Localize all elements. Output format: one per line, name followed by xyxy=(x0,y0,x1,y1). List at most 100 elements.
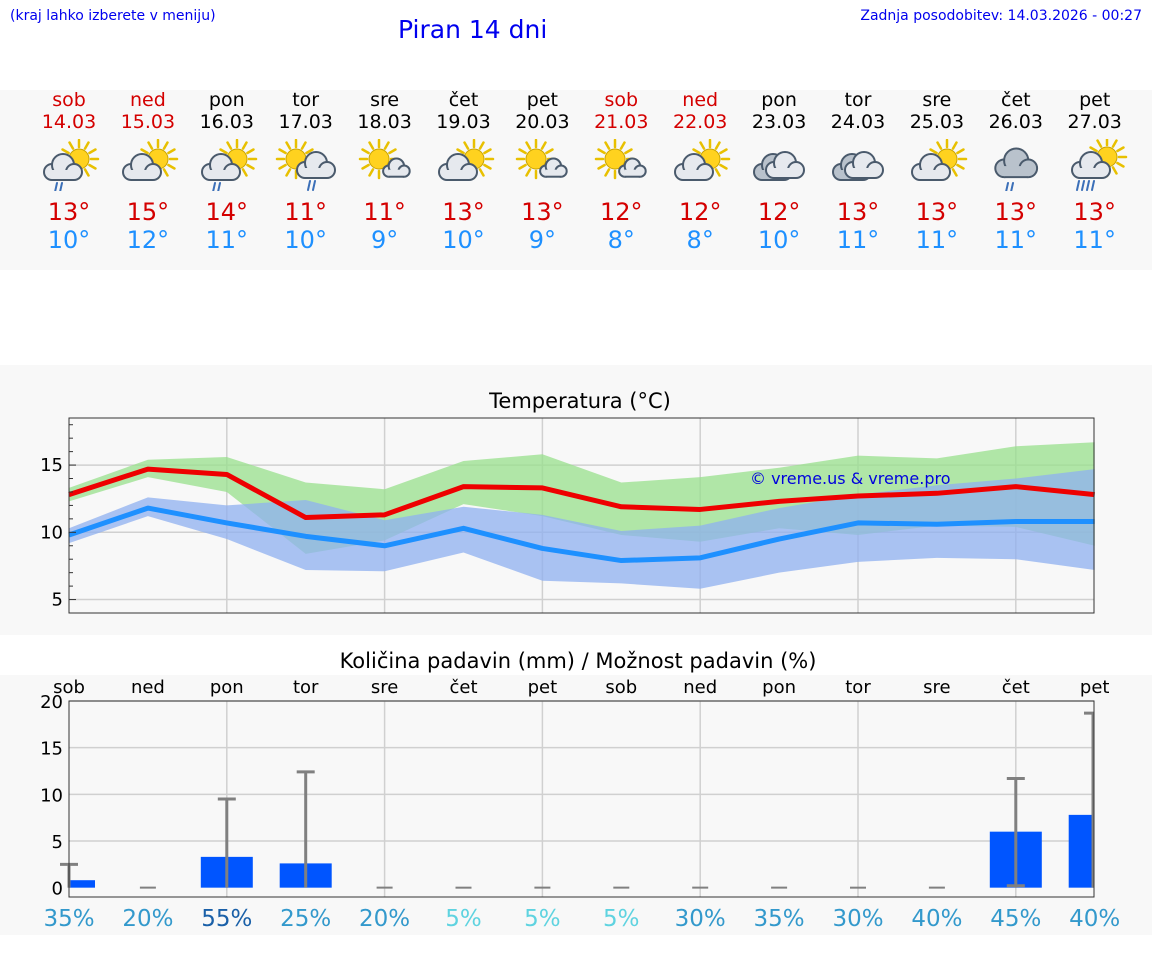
day-column[interactable]: pet 27.03 13° 11° xyxy=(1056,89,1134,259)
day-date: 15.03 xyxy=(120,111,176,133)
y-tick-label: 15 xyxy=(40,739,63,760)
day-column[interactable]: tor 24.03 13° 11° xyxy=(819,89,897,259)
precip-bar xyxy=(69,880,95,888)
day-axis-label: čet xyxy=(1002,677,1030,698)
temp-max: 13° xyxy=(47,198,91,226)
partly-cloudy-icon xyxy=(121,139,179,181)
precip-chance: 20% xyxy=(359,906,410,932)
day-column[interactable]: pon 16.03 14° 11° xyxy=(188,89,266,259)
precip-chance: 35% xyxy=(754,906,805,932)
precip-chance: 5% xyxy=(445,906,482,932)
precipitation-title: Količina padavin (mm) / Možnost padavin … xyxy=(340,649,817,673)
day-column[interactable]: sre 18.03 11° 9° xyxy=(346,89,424,259)
day-column[interactable]: čet 19.03 13° 10° xyxy=(425,89,503,259)
y-tick-label: 5 xyxy=(52,832,63,853)
day-date: 24.03 xyxy=(830,111,886,133)
day-name: čet xyxy=(448,89,479,111)
day-axis-label: sre xyxy=(923,677,950,698)
day-date: 23.03 xyxy=(751,111,807,133)
temp-max: 11° xyxy=(284,198,327,226)
day-axis-label: pet xyxy=(1080,677,1110,698)
temp-min: 10° xyxy=(442,226,485,254)
day-axis-label: pet xyxy=(528,677,558,698)
precip-chance: 40% xyxy=(911,906,962,932)
location-hint[interactable]: (kraj lahko izberete v meniju) xyxy=(10,8,216,24)
min-temp-line xyxy=(68,505,1095,564)
precip-chance: 30% xyxy=(675,906,726,932)
temp-min: 12° xyxy=(126,226,170,254)
y-tick-label: 5 xyxy=(52,590,63,611)
day-date: 19.03 xyxy=(436,111,491,133)
day-column[interactable]: tor 17.03 11° 10° xyxy=(267,89,345,259)
day-name: sre xyxy=(370,89,400,111)
y-tick-label: 10 xyxy=(40,785,63,806)
precip-bar xyxy=(1068,814,1094,888)
partly-cloudy-icon xyxy=(674,139,731,181)
forecast-strip-bg xyxy=(0,90,1152,270)
partly-cloudy-icon xyxy=(437,139,494,181)
temp-min: 9° xyxy=(528,226,557,254)
day-name: pet xyxy=(526,89,558,111)
day-date: 17.03 xyxy=(278,111,333,133)
partly-sunny-rain-icon xyxy=(43,139,100,191)
day-name: pon xyxy=(761,89,797,111)
max-temp-line xyxy=(68,466,1095,521)
temp-min: 9° xyxy=(370,226,399,254)
precip-chance: 25% xyxy=(280,906,331,932)
day-axis-label: ned xyxy=(131,677,165,698)
temp-min: 11° xyxy=(205,226,249,254)
day-date: 16.03 xyxy=(199,111,254,133)
temp-min: 10° xyxy=(757,226,801,254)
day-axis-label: sre xyxy=(371,677,398,698)
day-name: čet xyxy=(1001,89,1031,111)
day-date: 20.03 xyxy=(515,111,570,133)
day-name: ned xyxy=(682,89,719,111)
day-axis-label: čet xyxy=(449,677,477,698)
day-date: 22.03 xyxy=(672,111,728,133)
sun-rain-cloud-icon xyxy=(275,139,336,191)
temp-min: 11° xyxy=(915,226,959,254)
temp-max: 13° xyxy=(1073,198,1116,226)
mostly-sunny-icon xyxy=(516,139,569,180)
temp-max: 11° xyxy=(363,198,406,226)
day-date: 21.03 xyxy=(594,111,649,133)
y-tick-label: 0 xyxy=(52,879,63,900)
day-axis-label: pon xyxy=(762,677,796,698)
last-updated: Zadnja posodobitev: 14.03.2026 - 00:27 xyxy=(860,8,1142,24)
day-column[interactable]: sob 21.03 12° 8° xyxy=(582,89,660,259)
temp-max: 13° xyxy=(521,198,564,226)
temp-min: 11° xyxy=(994,226,1038,254)
y-tick-label: 10 xyxy=(40,522,63,543)
day-axis-label: pon xyxy=(210,677,244,698)
day-date: 18.03 xyxy=(357,111,412,133)
day-name: pon xyxy=(208,89,245,111)
temp-max: 12° xyxy=(678,198,722,226)
day-column[interactable]: sob 14.03 13° 10° xyxy=(30,89,108,259)
day-axis-label: sob xyxy=(53,677,85,698)
day-column[interactable]: ned 15.03 15° 12° xyxy=(109,89,187,259)
temp-min: 11° xyxy=(1073,226,1116,254)
precipitation-chart: Količina padavin (mm) / Možnost padavin … xyxy=(40,649,1120,932)
day-date: 26.03 xyxy=(988,111,1043,133)
temp-max: 12° xyxy=(600,198,643,226)
temp-min: 8° xyxy=(607,226,635,254)
temp-max: 15° xyxy=(126,198,170,226)
partly-cloudy-icon xyxy=(910,139,968,181)
day-column[interactable]: ned 22.03 12° 8° xyxy=(661,89,739,259)
precip-chance: 40% xyxy=(1069,906,1120,932)
day-column[interactable]: sre 25.03 13° 11° xyxy=(898,89,976,259)
precip-chance: 45% xyxy=(990,906,1041,932)
precip-chance: 30% xyxy=(832,906,883,932)
day-column[interactable]: čet 26.03 13° 11° xyxy=(977,89,1055,259)
page-title: Piran 14 dni xyxy=(398,15,548,44)
precip-chance: 5% xyxy=(603,906,640,932)
y-tick-label: 20 xyxy=(40,692,63,713)
day-axis-label: sob xyxy=(605,677,637,698)
day-column[interactable]: pet 20.03 13° 9° xyxy=(503,89,581,259)
temp-min: 10° xyxy=(47,226,91,254)
day-axis-label: tor xyxy=(845,677,871,698)
temp-max: 12° xyxy=(757,198,801,226)
day-column[interactable]: pon 23.03 12° 10° xyxy=(740,89,818,259)
day-date: 25.03 xyxy=(909,111,965,133)
temp-max: 13° xyxy=(915,198,959,226)
